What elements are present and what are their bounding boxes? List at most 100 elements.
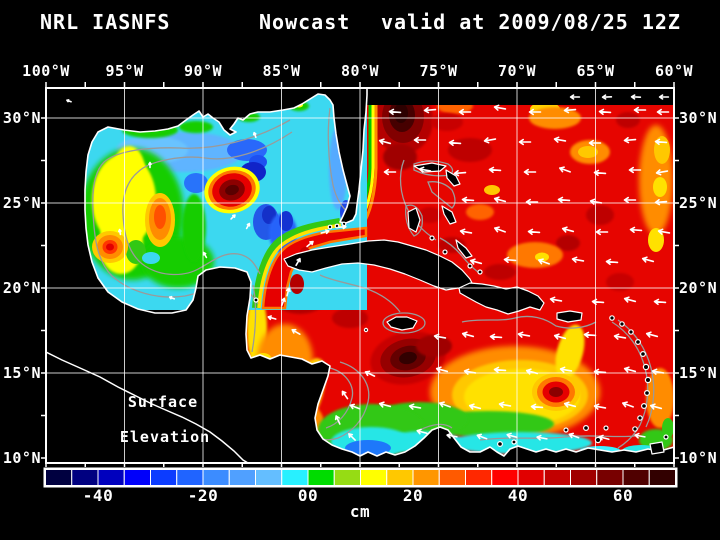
current-arrow [561,226,575,233]
cozumel [253,297,259,303]
current-arrow [498,401,512,408]
islands [253,162,669,455]
map-border [45,87,675,464]
current-arrow [461,331,475,338]
lon-tick-label: 60°W [655,62,694,80]
gulf-of-mexico-field [46,88,367,310]
colorbar-segment [622,469,650,486]
current-arrow [364,370,376,377]
trinidad [649,441,665,455]
lon-tick-label: 95°W [105,62,144,80]
colorbar-tick-label: 00 [298,486,318,505]
lat-tick-label-left: 20°N [3,279,41,297]
colorbar-segment [412,469,440,486]
colorbar: -40 -20 00 20 40 60 cm [43,467,678,521]
colorbar-segment [491,469,519,486]
current-arrow [337,224,347,230]
lat-tick-label-right: 30°N [679,109,717,127]
lat-tick-label-left: 10°N [3,449,41,467]
colorbar-segments [45,469,676,486]
current-arrow [117,228,122,236]
colorbar-tick-label: -40 [83,486,113,505]
current-arrow [448,139,462,147]
current-arrow [654,198,668,206]
colorbar-segment [438,469,466,486]
map-overlay-label: Surface Elevation [120,393,210,446]
current-arrow [463,368,477,375]
current-arrow [591,298,605,306]
colorbar-segment [648,469,676,486]
colorbar-segment [543,469,571,486]
colorbar-segment [465,469,493,486]
current-arrow [588,139,602,147]
current-arrow [559,166,571,173]
current-arrow [654,138,668,146]
current-arrow [483,137,497,144]
current-arrow [468,403,482,410]
lon-tick-label: 80°W [341,62,380,80]
current-arrow [320,229,330,235]
colorbar-segment [386,469,414,486]
current-arrow [461,196,475,204]
colorbar-segment [333,469,361,486]
current-arrow [202,251,208,259]
current-arrow [598,434,610,441]
current-arrow [348,433,356,441]
hispaniola [458,282,545,315]
current-arrow [518,138,532,146]
current-arrow [557,196,571,204]
overlay-line-1: Surface [128,393,198,411]
lesser-antilles [609,315,669,455]
current-arrow [645,331,659,338]
current-arrow [423,106,437,114]
current-arrow [413,136,427,144]
current-arrow [446,432,458,439]
current-arrow [285,287,291,297]
current-arrow [601,94,613,100]
current-arrow [506,432,518,439]
colorbar-segment [97,469,125,486]
current-arrow [658,94,670,100]
graticule [47,89,673,462]
current-arrow [538,258,550,265]
current-arrow [517,331,531,338]
current-arrow [523,168,537,176]
current-arrow [453,169,467,177]
current-arrow [605,258,619,266]
current-arrow [598,108,612,116]
current-arrow [334,415,341,425]
current-arrow [656,108,670,116]
latitude-axis-labels-left: 30°N 25°N 20°N 15°N 10°N [3,109,41,467]
current-arrow [630,94,642,100]
latitude-axis-labels-right: 30°N 25°N 20°N 15°N 10°N [679,109,717,467]
current-arrow [416,428,428,435]
current-arrow [493,104,507,111]
colorbar-segment [150,469,178,486]
current-arrow [641,256,655,263]
cayman [363,327,369,333]
current-arrow [252,131,257,139]
current-arrow [629,226,643,234]
lon-tick-label: 85°W [262,62,301,80]
colorbar-tick-label: 60 [613,486,633,505]
current-arrow [613,333,627,340]
current-arrow [563,401,577,408]
colorbar-segment [307,469,335,486]
map-field: Surface Elevation [46,88,674,463]
colorbar-segment [228,469,256,486]
current-vector-arrows [66,94,671,441]
overlay-line-2: Elevation [120,428,210,446]
colorbar-segment [45,469,73,486]
current-arrow [655,169,669,176]
colorbar-tick-label: -20 [188,486,218,505]
colorbar-segment [360,469,388,486]
current-arrow [583,331,597,339]
current-arrow [628,166,642,174]
current-arrow [549,296,563,303]
current-arrow [651,368,665,375]
lon-tick-label: 100°W [22,62,70,80]
current-arrow [493,366,507,374]
jamaica [386,316,418,331]
